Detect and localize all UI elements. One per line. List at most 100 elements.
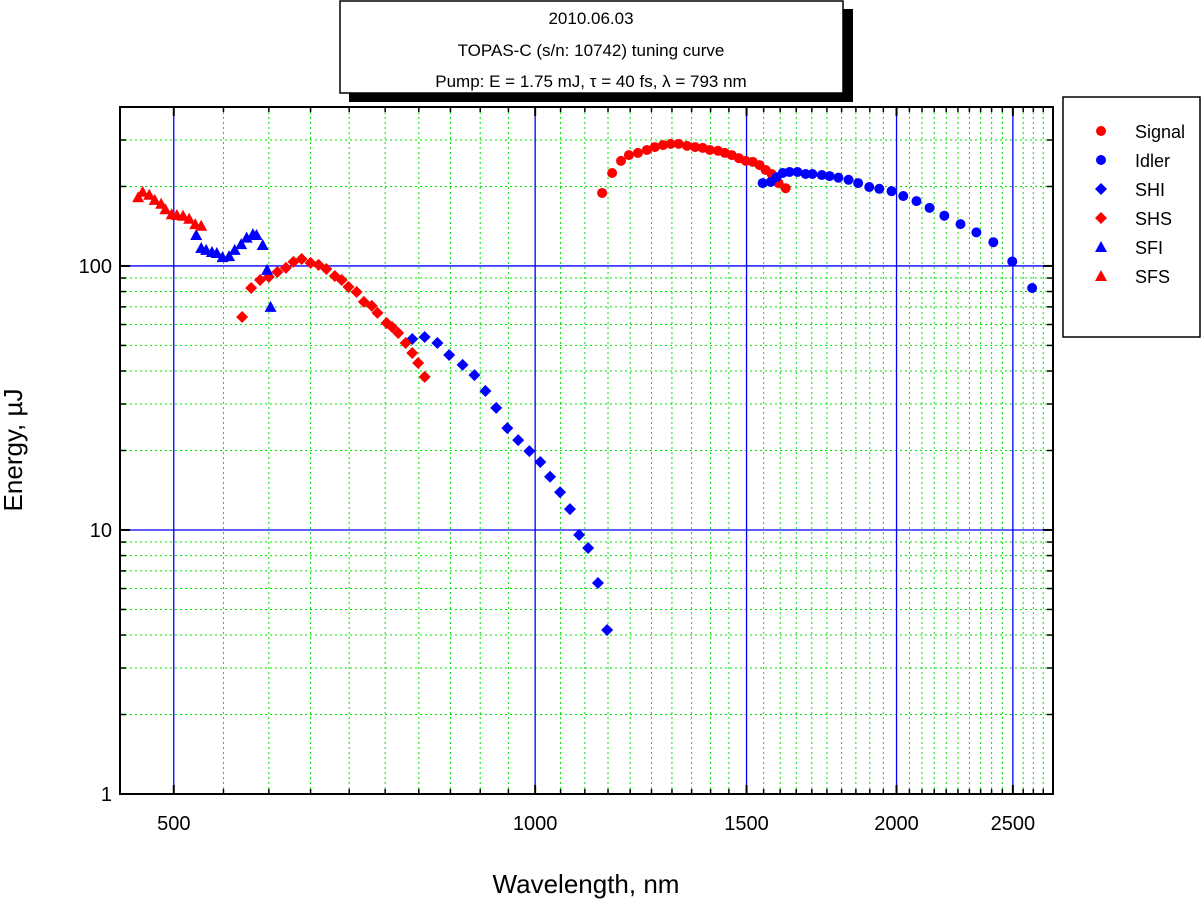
- legend-label-shi: SHI: [1135, 180, 1165, 200]
- data-point-sfs: [143, 188, 156, 200]
- data-point-shi: [431, 336, 444, 349]
- data-point-shi: [573, 528, 586, 541]
- data-point-shs: [350, 285, 363, 298]
- data-point-signal: [681, 140, 692, 151]
- title-line-1: 2010.06.03: [548, 9, 633, 28]
- series-shi: [406, 331, 614, 636]
- data-point-shs: [412, 356, 425, 369]
- y-tick-labels: 1 10 100: [79, 256, 112, 806]
- data-point-shi: [443, 348, 456, 361]
- data-point-shs: [335, 273, 348, 286]
- data-point-idler: [1007, 256, 1018, 267]
- data-point-shi: [563, 503, 576, 516]
- data-point-shs: [386, 321, 399, 334]
- data-point-shs: [365, 299, 378, 312]
- data-point-signal: [641, 144, 652, 155]
- data-point-idler: [816, 170, 827, 181]
- y-tick-label: 1: [101, 784, 112, 806]
- data-point-signal: [607, 167, 618, 178]
- data-point-shs: [271, 265, 284, 278]
- data-point-shs: [406, 347, 419, 360]
- data-point-idler: [807, 168, 818, 179]
- data-point-idler: [1027, 283, 1038, 294]
- data-point-shi: [479, 385, 492, 398]
- data-point-shi: [501, 422, 514, 435]
- data-points: [132, 138, 1038, 636]
- data-point-idler: [924, 202, 935, 213]
- title-box: 2010.06.03 TOPAS-C (s/n: 10742) tuning c…: [339, 0, 853, 102]
- legend-label-idler: Idler: [1135, 151, 1170, 171]
- x-tick-label: 1000: [513, 813, 558, 835]
- data-point-shs: [236, 310, 249, 323]
- legend-marker-shs: [1095, 212, 1107, 224]
- y-tick-label: 10: [90, 520, 112, 542]
- data-point-shs: [392, 327, 405, 340]
- data-point-signal: [704, 144, 715, 155]
- data-point-idler: [792, 166, 803, 177]
- title-line-3: Pump: E = 1.75 mJ, τ = 40 fs, λ = 793 nm: [435, 72, 746, 91]
- data-point-sfs: [148, 193, 161, 205]
- data-point-idler: [939, 210, 950, 221]
- data-point-signal: [616, 155, 627, 166]
- x-tick-label: 500: [157, 813, 190, 835]
- legend-label-shs: SHS: [1135, 209, 1172, 229]
- data-point-signal: [597, 187, 608, 198]
- x-tick-label: 2000: [874, 813, 919, 835]
- data-point-idler: [911, 196, 922, 207]
- series-shs: [236, 252, 431, 383]
- x-tick-labels: 500 1000 1500 2000 2500: [157, 813, 1035, 835]
- data-point-shi: [591, 576, 604, 589]
- data-point-signal: [673, 138, 684, 149]
- data-point-sfi: [190, 228, 203, 240]
- legend-marker-sfi: [1095, 241, 1107, 252]
- legend-label-sfi: SFI: [1135, 238, 1163, 258]
- data-point-sfs: [136, 185, 149, 197]
- data-point-sfs: [132, 191, 145, 203]
- data-point-idler: [955, 219, 966, 230]
- x-tick-label: 2500: [991, 813, 1036, 835]
- minor-grid: [120, 106, 1054, 794]
- data-point-shs: [320, 262, 333, 275]
- major-grid: [120, 107, 1053, 794]
- data-point-signal: [649, 142, 660, 153]
- data-point-sfi: [261, 263, 274, 275]
- legend-label-signal: Signal: [1135, 122, 1185, 142]
- data-point-idler: [988, 237, 999, 248]
- data-point-shs: [279, 261, 292, 274]
- legend-marker-signal: [1096, 126, 1106, 136]
- y-axis-label: Energy, µJ: [0, 389, 28, 512]
- data-point-shs: [245, 282, 258, 295]
- data-point-shs: [342, 280, 355, 293]
- data-point-signal: [623, 150, 634, 161]
- data-point-shs: [399, 336, 412, 349]
- data-point-shs: [418, 370, 431, 383]
- title-line-2: TOPAS-C (s/n: 10742) tuning curve: [458, 41, 725, 60]
- data-point-sfi: [250, 228, 263, 240]
- data-point-sfi: [240, 231, 253, 243]
- data-point-idler: [824, 171, 835, 182]
- data-point-sfi: [256, 239, 269, 251]
- x-axis-label: Wavelength, nm: [493, 869, 680, 899]
- data-point-shi: [523, 445, 536, 458]
- x-tick-label: 1500: [724, 813, 769, 835]
- data-point-signal: [632, 147, 643, 158]
- data-point-sfs: [195, 219, 208, 231]
- data-point-sfs: [159, 203, 172, 215]
- data-point-idler: [757, 178, 768, 189]
- data-point-sfs: [183, 212, 196, 224]
- data-point-sfs: [177, 209, 190, 221]
- series-sfs: [132, 185, 208, 231]
- series-signal: [597, 138, 791, 198]
- data-point-sfi: [210, 246, 223, 258]
- data-point-signal: [780, 183, 791, 194]
- data-point-shs: [371, 306, 384, 319]
- data-point-sfi: [228, 243, 241, 255]
- data-point-shi: [512, 434, 525, 447]
- legend: Signal Idler SHI SHS SFI SFS: [1062, 96, 1201, 338]
- data-point-idler: [843, 174, 854, 185]
- data-point-shs: [295, 252, 308, 265]
- data-point-shi: [418, 331, 431, 344]
- data-point-signal: [690, 142, 701, 153]
- data-point-shi: [456, 358, 469, 371]
